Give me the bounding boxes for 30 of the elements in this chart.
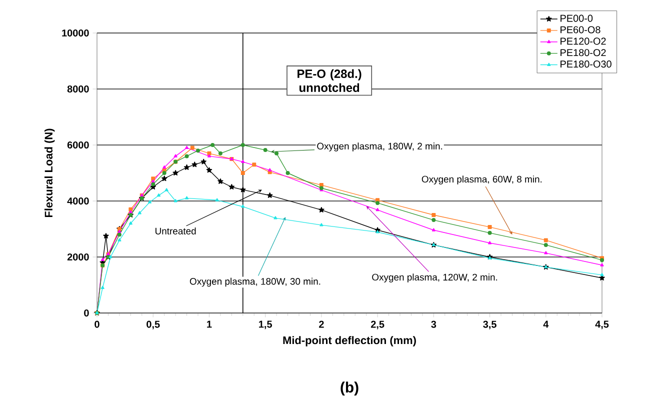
annotation: Oxygen plasma, 120W, 2 min. [372, 274, 498, 282]
x-tick-label: 4,5 [595, 320, 609, 330]
y-tick-label: 4000 [67, 197, 89, 205]
x-tick-label: 3 [431, 320, 436, 328]
legend-label: PE180-O2 [560, 49, 606, 56]
legend-label: PE00-0 [560, 14, 593, 22]
annotation: Oxygen plasma, 180W, 2 min. [317, 142, 442, 152]
y-tick-label: 2000 [67, 253, 89, 261]
legend-label: PE120-O2 [560, 38, 606, 45]
legend-label: PE180-O30 [560, 60, 612, 68]
x-tick-label: 1,5 [259, 320, 272, 330]
x-tick-label: 2,5 [370, 320, 384, 330]
x-tick-label: 3,5 [483, 320, 496, 330]
text: (b) [340, 382, 358, 396]
x-tick-label: 0 [94, 320, 100, 328]
y-tick-label: 0 [84, 309, 89, 317]
y-tick-label: 6000 [67, 141, 89, 149]
legend-label: PE60-O8 [560, 26, 600, 34]
y-tick-label: 10000 [62, 29, 89, 37]
annotation: Untreated [156, 227, 196, 234]
x-tick-label: 1 [207, 320, 212, 328]
x-tick-label: 0,5 [146, 320, 160, 330]
y-tick-label: 8000 [67, 85, 89, 93]
annotation: PE-O (28d.) unnotched [298, 69, 362, 92]
y-axis-title: Flexural Load (N) [44, 128, 55, 218]
x-tick-label: 4 [543, 320, 549, 328]
x-axis-title: Mid-point deflection (mm) [283, 336, 416, 346]
annotation: Oxygen plasma, 60W, 8 min. [422, 176, 542, 184]
annotation: Oxygen plasma, 180W, 30 min. [190, 278, 320, 287]
x-tick-label: 2 [319, 320, 324, 328]
